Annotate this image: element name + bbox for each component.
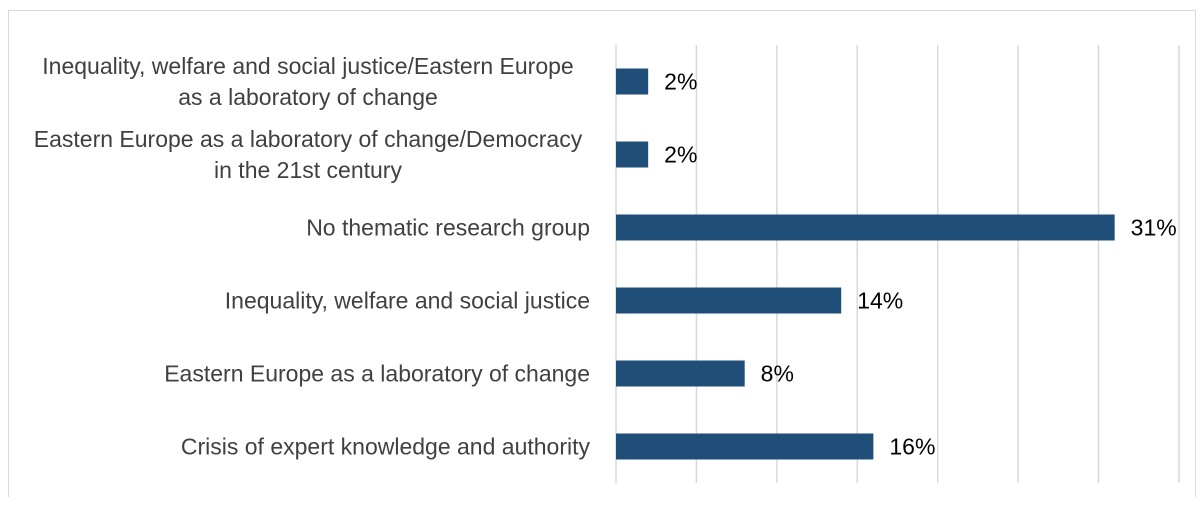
bar bbox=[616, 433, 874, 460]
chart-frame bbox=[8, 10, 1196, 497]
bar bbox=[616, 360, 745, 387]
bar bbox=[616, 214, 1115, 241]
category-label: Eastern Europe as a laboratory of change bbox=[164, 361, 590, 387]
data-label: 2% bbox=[664, 69, 697, 95]
bar bbox=[616, 141, 649, 168]
category-label: Inequality, welfare and social justice bbox=[225, 288, 590, 314]
bar bbox=[616, 287, 842, 314]
gridlines bbox=[615, 45, 1180, 483]
category-label: Inequality, welfare and social justice/E… bbox=[42, 53, 573, 110]
category-label: Crisis of expert knowledge and authority bbox=[181, 434, 591, 460]
data-labels: 2% 2% 31% 14% 8% 16% bbox=[664, 69, 1177, 460]
data-label: 2% bbox=[664, 142, 697, 168]
data-label: 8% bbox=[761, 361, 794, 387]
data-label: 31% bbox=[1131, 215, 1177, 241]
category-label: Eastern Europe as a laboratory of change… bbox=[34, 126, 583, 183]
data-label: 16% bbox=[889, 434, 935, 460]
bars bbox=[616, 68, 1115, 460]
data-label: 14% bbox=[857, 288, 903, 314]
category-label: No thematic research group bbox=[306, 215, 590, 241]
bar bbox=[616, 68, 649, 95]
category-labels: Inequality, welfare and social justice/E… bbox=[34, 53, 591, 460]
